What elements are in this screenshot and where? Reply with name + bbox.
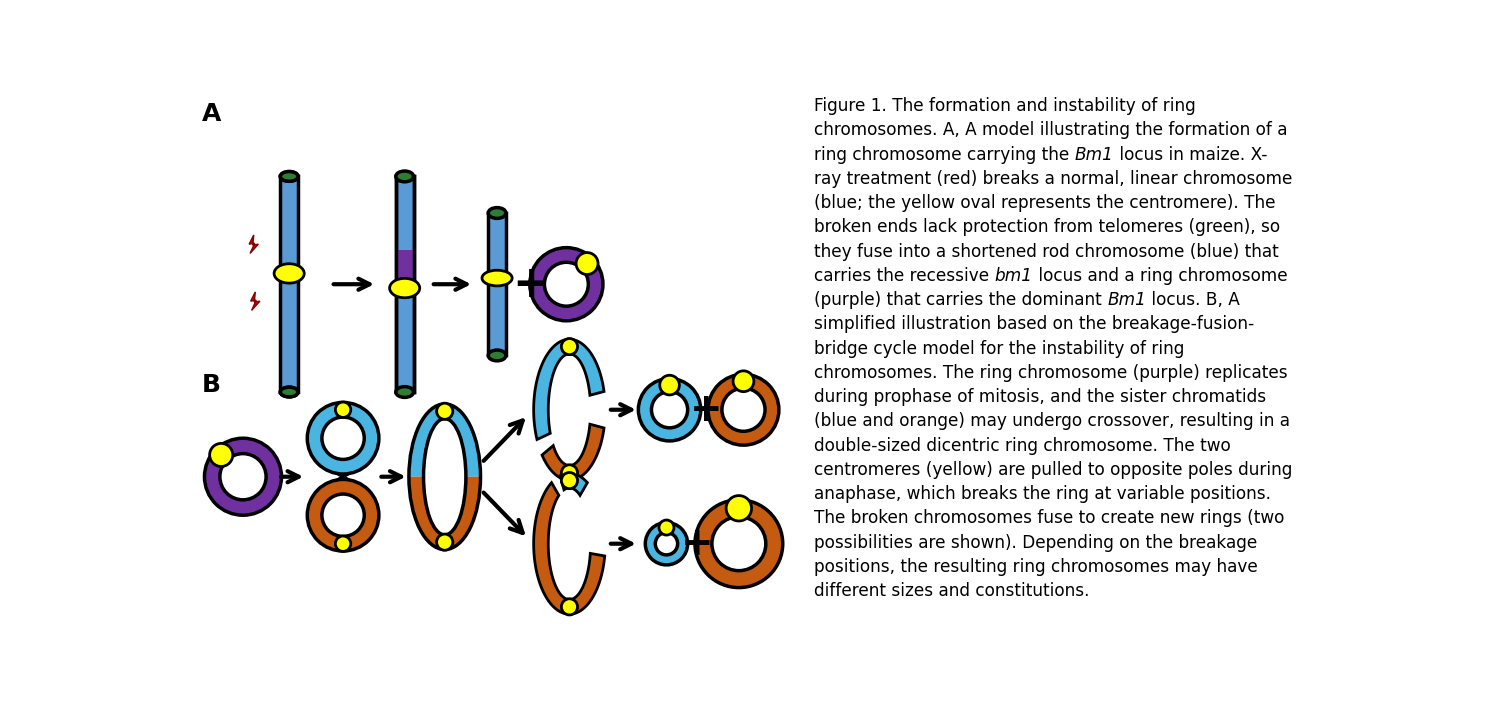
Ellipse shape — [396, 171, 414, 182]
Polygon shape — [534, 339, 604, 439]
Ellipse shape — [390, 278, 420, 298]
Text: Bm1: Bm1 — [1108, 291, 1147, 309]
Text: (blue; the yellow oval represents the centromere). The: (blue; the yellow oval represents the ce… — [815, 194, 1275, 212]
Text: anaphase, which breaks the ring at variable positions.: anaphase, which breaks the ring at varia… — [815, 485, 1271, 503]
Ellipse shape — [489, 207, 505, 218]
Bar — [396, 176, 414, 392]
Ellipse shape — [561, 599, 577, 615]
Text: positions, the resulting ring chromosomes may have: positions, the resulting ring chromosome… — [815, 558, 1259, 576]
Circle shape — [655, 533, 677, 555]
Ellipse shape — [561, 465, 577, 481]
Polygon shape — [561, 473, 588, 496]
Circle shape — [529, 247, 602, 321]
Text: centromeres (yellow) are pulled to opposite poles during: centromeres (yellow) are pulled to oppos… — [815, 461, 1293, 479]
Ellipse shape — [274, 264, 303, 283]
Circle shape — [205, 438, 281, 515]
Circle shape — [709, 374, 779, 445]
Text: (purple) that carries the dominant: (purple) that carries the dominant — [815, 291, 1108, 309]
Bar — [281, 176, 298, 392]
Circle shape — [321, 494, 365, 536]
Text: Bm1: Bm1 — [1075, 145, 1114, 163]
Ellipse shape — [561, 339, 577, 354]
Circle shape — [220, 453, 266, 500]
Ellipse shape — [489, 350, 505, 361]
Ellipse shape — [659, 375, 679, 395]
Text: ray treatment (red) breaks a normal, linear chromosome: ray treatment (red) breaks a normal, lin… — [815, 170, 1293, 188]
Text: locus and a ring chromosome: locus and a ring chromosome — [1033, 267, 1287, 285]
Text: B: B — [202, 373, 221, 396]
Text: they fuse into a shortened rod chromosome (blue) that: they fuse into a shortened rod chromosom… — [815, 242, 1280, 261]
Bar — [396, 176, 414, 392]
Text: chromosomes. A, A model illustrating the formation of a: chromosomes. A, A model illustrating the… — [815, 121, 1287, 139]
Text: +: + — [680, 525, 713, 563]
Polygon shape — [543, 424, 604, 480]
Ellipse shape — [733, 371, 753, 391]
Circle shape — [308, 479, 378, 551]
Ellipse shape — [481, 270, 513, 286]
Bar — [489, 213, 505, 356]
Ellipse shape — [281, 387, 298, 397]
Polygon shape — [250, 235, 259, 253]
Circle shape — [321, 417, 365, 459]
Polygon shape — [410, 404, 480, 477]
Text: broken ends lack protection from telomeres (green), so: broken ends lack protection from telomer… — [815, 218, 1280, 237]
Ellipse shape — [209, 443, 233, 466]
Ellipse shape — [437, 534, 453, 550]
Polygon shape — [251, 292, 260, 310]
Ellipse shape — [727, 496, 752, 521]
Circle shape — [638, 379, 701, 441]
Text: chromosomes. The ring chromosome (purple) replicates: chromosomes. The ring chromosome (purple… — [815, 364, 1287, 382]
Circle shape — [712, 517, 765, 570]
Ellipse shape — [561, 473, 577, 488]
Ellipse shape — [576, 252, 598, 275]
Text: possibilities are shown). Depending on the breakage: possibilities are shown). Depending on t… — [815, 534, 1257, 552]
Text: A: A — [202, 102, 221, 125]
Ellipse shape — [659, 520, 674, 535]
Ellipse shape — [281, 172, 298, 181]
Ellipse shape — [396, 386, 414, 397]
Circle shape — [722, 388, 765, 431]
Text: locus. B, A: locus. B, A — [1147, 291, 1239, 309]
Circle shape — [695, 500, 783, 588]
Text: carries the recessive: carries the recessive — [815, 267, 994, 285]
Text: bm1: bm1 — [994, 267, 1033, 285]
Text: The broken chromosomes fuse to create new rings (two: The broken chromosomes fuse to create ne… — [815, 510, 1284, 528]
Text: during prophase of mitosis, and the sister chromatids: during prophase of mitosis, and the sist… — [815, 388, 1266, 406]
Text: different sizes and constitutions.: different sizes and constitutions. — [815, 583, 1090, 600]
Text: Figure 1. The formation and instability of ring: Figure 1. The formation and instability … — [815, 97, 1196, 115]
Text: +: + — [513, 262, 550, 306]
Ellipse shape — [335, 402, 351, 417]
Polygon shape — [410, 477, 480, 550]
Circle shape — [308, 402, 378, 474]
Text: locus in maize. X-: locus in maize. X- — [1114, 145, 1268, 163]
Ellipse shape — [281, 387, 298, 397]
Ellipse shape — [281, 172, 298, 181]
Ellipse shape — [437, 403, 453, 419]
Polygon shape — [534, 483, 604, 614]
Text: double-sized dicentric ring chromosome. The two: double-sized dicentric ring chromosome. … — [815, 436, 1230, 455]
Ellipse shape — [335, 536, 351, 551]
Circle shape — [646, 523, 688, 565]
Text: bridge cycle model for the instability of ring: bridge cycle model for the instability o… — [815, 339, 1184, 358]
Bar — [396, 250, 414, 298]
Text: ring chromosome carrying the: ring chromosome carrying the — [815, 145, 1075, 163]
Text: simplified illustration based on the breakage-fusion-: simplified illustration based on the bre… — [815, 315, 1254, 334]
Circle shape — [652, 391, 688, 428]
Circle shape — [544, 262, 589, 306]
Text: +: + — [691, 391, 722, 429]
Text: (blue and orange) may undergo crossover, resulting in a: (blue and orange) may undergo crossover,… — [815, 412, 1290, 431]
